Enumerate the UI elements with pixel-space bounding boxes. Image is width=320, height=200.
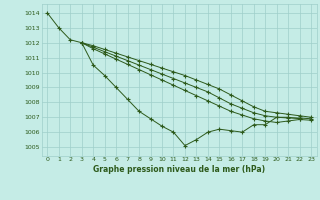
X-axis label: Graphe pression niveau de la mer (hPa): Graphe pression niveau de la mer (hPa) [93,165,265,174]
